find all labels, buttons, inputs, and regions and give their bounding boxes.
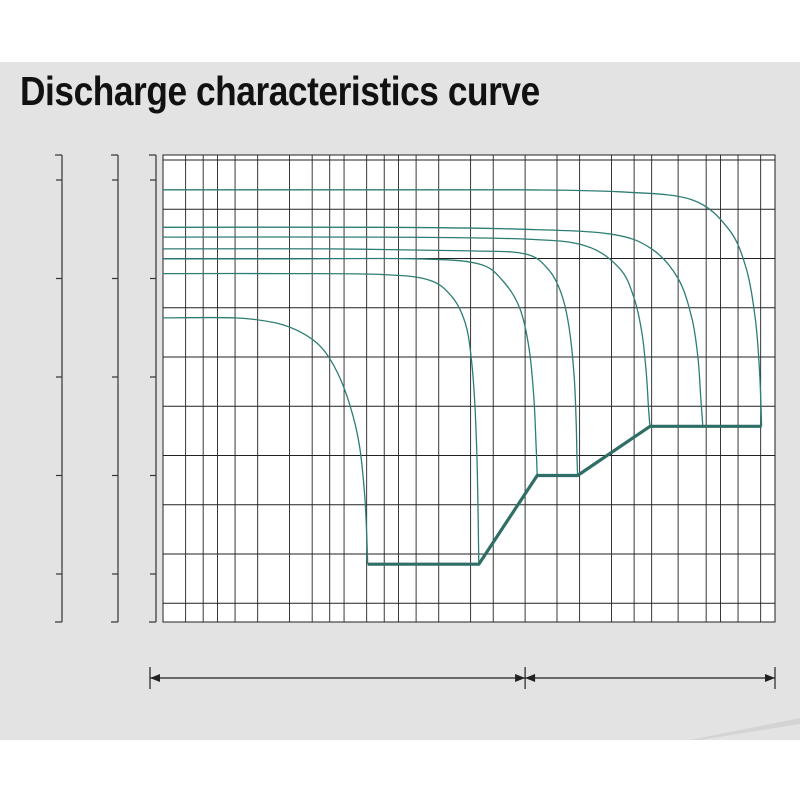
arrow-right-icon xyxy=(515,674,526,682)
series-line-0.16C xyxy=(162,236,651,427)
cutoff-line xyxy=(367,424,762,566)
grid xyxy=(162,154,776,623)
series-line-0.35C xyxy=(162,248,579,476)
decorative-swoosh xyxy=(690,718,800,740)
axes xyxy=(55,154,800,740)
series-line-0.093C xyxy=(162,226,704,427)
chart-title: Discharge characteristics curve xyxy=(20,68,540,114)
plot-area xyxy=(162,154,776,623)
series-group xyxy=(162,189,763,566)
series-line-1C xyxy=(162,272,480,565)
series-line-0.05C xyxy=(162,189,763,427)
series-line-0.62C xyxy=(162,257,538,476)
arrow-left-icon xyxy=(525,674,536,682)
arrow-left-icon xyxy=(150,674,160,682)
series-line-3C xyxy=(162,316,369,565)
arrow-right-icon xyxy=(765,674,775,682)
